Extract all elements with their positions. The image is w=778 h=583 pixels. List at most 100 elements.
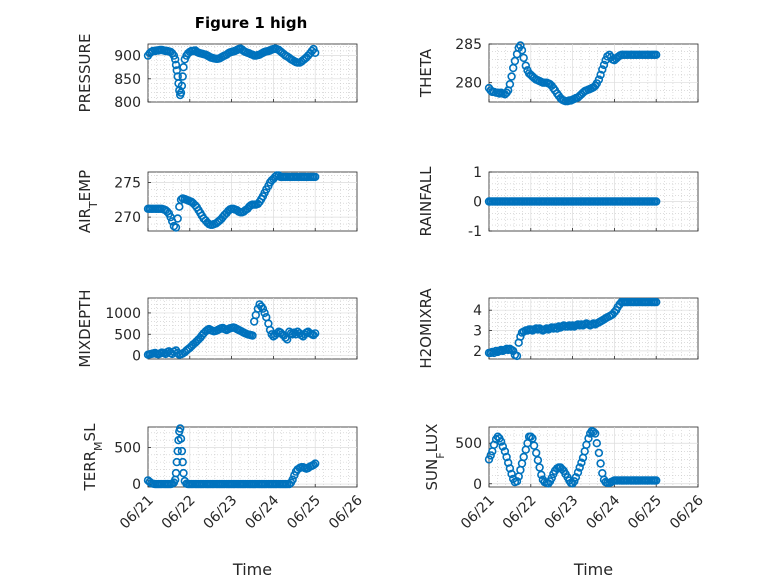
y-tick-label: 285 — [455, 37, 482, 53]
subplot-mixdepth: 0 500 1000 MIXDEPTH — [76, 289, 358, 368]
y-tick-label: 4 — [473, 303, 482, 319]
data-point — [594, 75, 604, 84]
data-point — [260, 308, 269, 318]
data-point — [516, 41, 525, 50]
y-axis-label: PRESSURE — [76, 34, 94, 113]
data-point — [575, 463, 584, 472]
y-axis-label: THETA — [417, 48, 435, 98]
y-tick-label: 0 — [473, 195, 482, 211]
data-point — [507, 72, 516, 81]
data-point — [526, 432, 535, 441]
y-tick-label: 2 — [473, 344, 482, 360]
data-point — [484, 455, 494, 464]
y-axis-label: RAINFALL — [417, 166, 435, 237]
data-point — [176, 424, 185, 433]
data-point — [573, 468, 583, 477]
x-tick-label: 06/25 — [625, 493, 665, 533]
data-point — [178, 457, 187, 467]
data-point — [519, 53, 528, 63]
figure-title: Figure 1 high — [195, 14, 308, 32]
data-point — [265, 325, 275, 335]
x-tick-label: 06/23 — [542, 493, 582, 533]
plot-area — [488, 297, 699, 360]
y-axis-label: SUNFLUX — [423, 424, 447, 491]
x-tick-label: 06/26 — [667, 492, 707, 532]
subplot-terr-msl: 0 500 06/21 06/22 06/23 06/24 06/25 06/26 Time TE… — [81, 423, 366, 579]
data-point — [507, 469, 516, 479]
data-point — [288, 475, 297, 484]
subplot-theta: 280 285 THETA — [417, 37, 699, 106]
x-tick-label: 06/25 — [284, 493, 324, 533]
x-axis-label: Time — [573, 560, 613, 579]
x-tick-label: 06/24 — [242, 492, 282, 532]
data-point — [173, 446, 182, 456]
subplot-pressure: 800 850 900 PRESSURE — [76, 34, 358, 113]
data-point — [171, 55, 180, 64]
data-point — [281, 333, 290, 342]
data-point — [596, 459, 605, 468]
x-tick-label: 06/23 — [201, 493, 241, 533]
y-tick-label: 0 — [132, 349, 141, 365]
data-point — [568, 479, 577, 488]
y-axis-label: AIRTEMP — [76, 170, 100, 233]
y-tick-label: 500 — [114, 440, 141, 456]
y-tick-label: 0 — [473, 477, 482, 493]
data-point — [521, 61, 530, 70]
data-point — [590, 429, 600, 438]
y-tick-label: 0 — [132, 477, 141, 493]
data-point — [651, 197, 661, 206]
data-point — [311, 329, 320, 338]
data-point — [596, 70, 605, 80]
y-tick-label: 280 — [455, 76, 482, 92]
data-point — [179, 468, 188, 478]
data-point — [571, 473, 581, 482]
y-tick-label: 800 — [114, 95, 141, 111]
data-series — [484, 297, 661, 361]
data-point — [547, 473, 556, 483]
y-tick-label: 500 — [455, 436, 482, 452]
data-point — [171, 60, 181, 70]
data-point — [517, 45, 527, 55]
y-tick-label: 900 — [114, 49, 141, 65]
data-point — [172, 457, 182, 467]
subplot-sun-flux: 0 500 06/21 06/22 06/23 06/24 06/25 06/26 Time SU… — [423, 424, 707, 579]
data-point — [248, 331, 257, 340]
y-axis-label: TERRMSL — [81, 423, 105, 492]
data-series — [143, 44, 320, 100]
data-point — [598, 65, 607, 74]
data-point — [176, 434, 186, 443]
data-point — [169, 51, 179, 60]
data-point — [171, 223, 181, 232]
data-series — [143, 300, 320, 359]
data-point — [651, 297, 661, 307]
data-point — [535, 463, 544, 472]
x-tick-label: 06/22 — [500, 493, 540, 533]
x-axis-label: Time — [232, 560, 272, 579]
data-point — [537, 470, 546, 479]
y-tick-label: 1 — [473, 165, 482, 181]
x-tick-label: 06/26 — [326, 492, 366, 532]
data-point — [651, 476, 661, 485]
data-point — [594, 448, 604, 458]
data-point — [512, 477, 522, 486]
data-point — [311, 459, 320, 468]
data-point — [496, 437, 506, 446]
data-point — [592, 439, 601, 448]
data-point — [258, 304, 268, 313]
x-tick-label: 06/21 — [117, 493, 157, 533]
x-tick-label: 06/21 — [458, 493, 498, 533]
y-tick-label: 3 — [473, 324, 482, 340]
data-point — [505, 79, 515, 89]
data-point — [267, 330, 276, 339]
data-point — [173, 214, 182, 223]
y-axis-label: H2OMIXRA — [417, 288, 435, 369]
data-point — [311, 172, 320, 182]
data-point — [283, 335, 292, 344]
data-point — [178, 72, 187, 81]
data-point — [498, 442, 507, 451]
data-point — [177, 446, 187, 456]
y-tick-label: 1000 — [105, 306, 141, 322]
data-point — [584, 434, 593, 443]
data-point — [519, 452, 528, 462]
